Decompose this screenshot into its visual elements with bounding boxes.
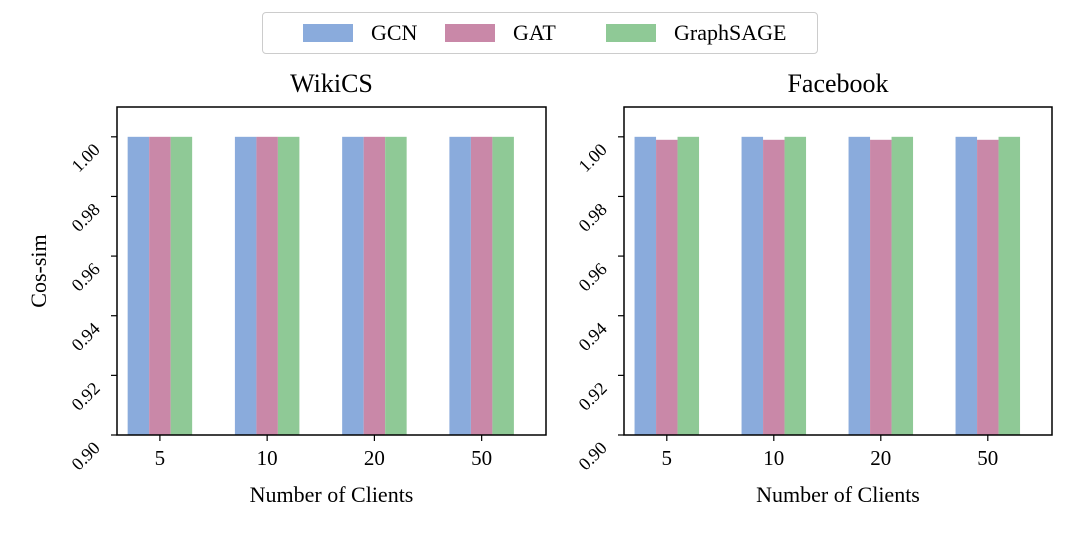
legend-label-graphsage: GraphSAGE [674, 20, 787, 45]
wikics-bar-graphsage-5 [170, 136, 193, 435]
facebook-title: Facebook [787, 69, 888, 98]
facebook-xtick-label-10: 10 [763, 446, 784, 470]
facebook-ytick-label-0.98: 0.98 [574, 199, 610, 235]
facebook-bar-gcn-20 [848, 136, 871, 435]
facebook-ytick-label-0.90: 0.90 [574, 438, 610, 474]
wikics-xtick-label-10: 10 [257, 446, 278, 470]
facebook-plot-frame [623, 106, 1053, 436]
legend-label-gcn: GCN [371, 20, 418, 45]
facebook-bar-graphsage-5 [677, 136, 700, 435]
chart-legend: GCN GAT GraphSAGE [262, 12, 818, 54]
facebook-bar-graphsage-20 [891, 136, 914, 435]
wikics-xtick-label-5: 5 [155, 446, 166, 470]
facebook-xtick-label-5: 5 [662, 446, 673, 470]
facebook-ytick-label-1.00: 1.00 [574, 140, 610, 176]
facebook-bar-gcn-50 [955, 136, 978, 435]
legend-item-gcn: GCN [303, 13, 417, 53]
wikics-xtick-label-20: 20 [364, 446, 385, 470]
wikics-bar-graphsage-50 [492, 136, 514, 435]
wikics-ytick-label-0.94: 0.94 [67, 318, 103, 354]
facebook-bar-gat-10 [763, 139, 785, 436]
wikics-ylabel: Cos-sim [26, 234, 51, 307]
facebook-bar-gat-5 [656, 139, 678, 436]
facebook-xtick-label-20: 20 [870, 446, 891, 470]
facebook-bar-gat-50 [977, 139, 999, 436]
wikics-bar-gcn-5 [127, 136, 150, 435]
wikics-ytick-label-0.96: 0.96 [67, 259, 103, 295]
legend-swatch-gcn [303, 24, 353, 42]
wikics-bar-graphsage-10 [277, 136, 300, 435]
facebook-ytick-label-0.96: 0.96 [574, 259, 610, 295]
wikics-bar-gcn-10 [234, 136, 257, 435]
wikics-title: WikiCS [290, 69, 373, 98]
facebook-xlabel: Number of Clients [756, 482, 920, 507]
wikics-ytick-label-1.00: 1.00 [67, 140, 103, 176]
wikics-ytick-label-0.90: 0.90 [67, 438, 103, 474]
wikics-bar-graphsage-20 [385, 136, 407, 435]
legend-item-gat: GAT [445, 13, 556, 53]
facebook-bar-gat-20 [870, 139, 892, 436]
wikics-xlabel: Number of Clients [250, 482, 414, 507]
facebook-ytick-label-0.92: 0.92 [574, 378, 610, 414]
wikics-plot-frame [116, 106, 547, 436]
wikics-ytick-label-0.92: 0.92 [67, 378, 103, 414]
legend-swatch-gat [445, 24, 495, 42]
facebook-xtick-label-50: 50 [977, 446, 998, 470]
wikics-ytick-label-0.98: 0.98 [67, 199, 103, 235]
wikics-bar-gat-5 [149, 136, 171, 435]
legend-swatch-graphsage [606, 24, 656, 42]
facebook-bar-gcn-10 [741, 136, 764, 435]
legend-label-gat: GAT [513, 20, 556, 45]
wikics-bar-gcn-50 [449, 136, 471, 435]
wikics-bar-gat-10 [256, 136, 278, 435]
facebook-ytick-label-0.94: 0.94 [574, 318, 610, 354]
legend-item-graphsage: GraphSAGE [606, 13, 786, 53]
wikics-xtick-label-50: 50 [471, 446, 492, 470]
facebook-bar-graphsage-50 [998, 136, 1021, 435]
wikics-bar-gat-20 [363, 136, 386, 435]
facebook-bar-gcn-5 [634, 136, 657, 435]
wikics-bar-gcn-20 [342, 136, 364, 435]
facebook-bar-graphsage-10 [784, 136, 807, 435]
wikics-bar-gat-50 [470, 136, 493, 435]
